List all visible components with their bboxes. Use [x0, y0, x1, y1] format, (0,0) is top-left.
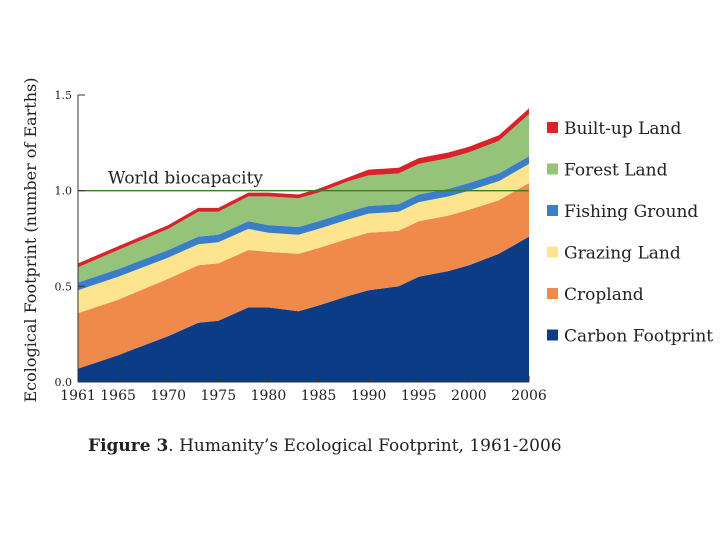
legend-swatch-forest-land — [547, 163, 558, 175]
legend-swatch-built-up-land — [547, 122, 558, 133]
legend-swatch-grazing-land — [547, 246, 558, 258]
x-tick-label: 1975 — [200, 388, 236, 404]
biocapacity-label: World biocapacity — [108, 169, 263, 189]
legend-swatch-cropland — [547, 288, 558, 299]
y-tick-label: 0.0 — [55, 376, 73, 389]
y-axis-label: Ecological Footprint (number of Earths) — [21, 78, 40, 403]
y-tick-label: 0.5 — [55, 280, 73, 293]
legend-label-cropland: Cropland — [564, 285, 644, 305]
legend-label-grazing-land: Grazing Land — [564, 244, 681, 264]
legend: Built-up Land Forest Land Fishing Ground Gr… — [547, 119, 713, 347]
x-tick-label: 2000 — [451, 388, 487, 404]
caption-text: . Humanity’s Ecological Footprint, 1961-… — [168, 436, 562, 456]
x-tick-label: 1980 — [251, 388, 287, 404]
x-tick-label: 1990 — [351, 388, 387, 404]
x-tick-label: 1961 — [60, 388, 96, 404]
caption-label: Figure 3 — [88, 436, 169, 456]
legend-label-carbon-footprint: Carbon Footprint — [564, 327, 713, 347]
y-tick-label: 1.0 — [55, 185, 73, 198]
x-tick-label: 1985 — [301, 388, 337, 404]
legend-label-built-up-land: Built-up Land — [564, 119, 681, 139]
x-tick-label: 1965 — [100, 388, 136, 404]
x-tick-label: 1995 — [401, 388, 437, 404]
area-carbon-footprint — [78, 236, 529, 382]
legend-label-forest-land: Forest Land — [564, 161, 668, 181]
stacked-areas — [78, 108, 529, 382]
area-grazing-land — [78, 163, 529, 314]
x-axis: 1961 1965 1970 1975 1980 1985 1990 1995 2000 2006 — [60, 376, 547, 404]
area-forest-land — [78, 114, 529, 283]
area-cropland — [78, 183, 529, 369]
y-axis-label-group: Ecological Footprint (number of Earths) — [21, 78, 40, 403]
figure-caption: Figure 3. Humanity’s Ecological Footprin… — [88, 436, 562, 456]
x-tick-label: 2006 — [511, 388, 547, 404]
reference-line-group: World biocapacity — [78, 169, 529, 192]
legend-label-fishing-ground: Fishing Ground — [564, 202, 698, 222]
x-tick-label: 1970 — [150, 388, 186, 404]
y-tick-label: 1.5 — [55, 89, 73, 102]
legend-swatch-fishing-ground — [547, 205, 558, 216]
legend-swatch-carbon-footprint — [547, 329, 558, 341]
y-axis: 0.0 0.5 1.0 1.5 — [55, 89, 85, 389]
